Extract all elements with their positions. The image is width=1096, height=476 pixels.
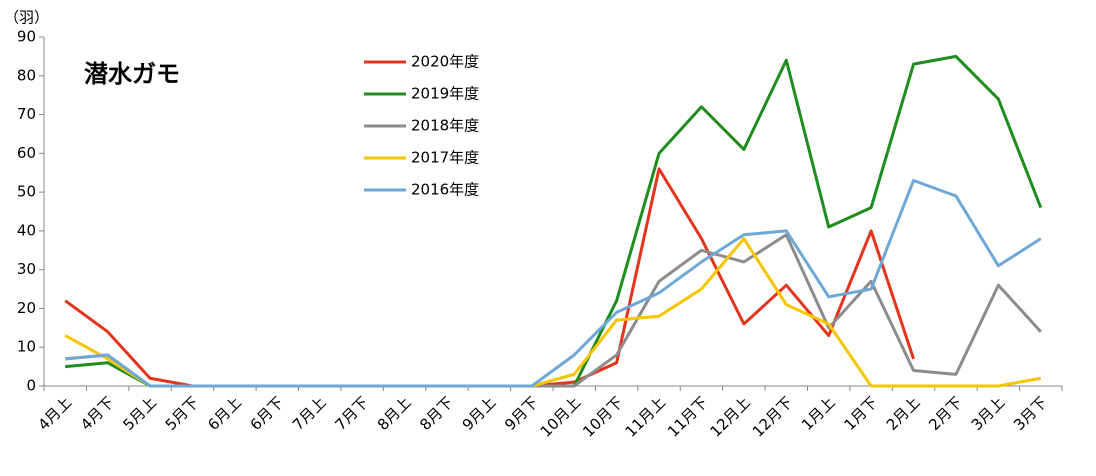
x-tick-label: 5月下 [162, 393, 203, 434]
x-tick-label: 11月上 [622, 393, 669, 440]
y-tick-label: 50 [17, 183, 36, 201]
y-tick-label: 80 [17, 66, 36, 84]
x-tick-label: 10月上 [537, 393, 584, 440]
series-line [65, 178, 1042, 388]
x-tick-label: 4月上 [35, 393, 76, 434]
x-tick-label: 7月上 [289, 393, 330, 434]
x-tick-label: 11月下 [664, 393, 711, 440]
x-tick-label: 12月上 [706, 393, 753, 440]
chart-title: 潜水ガモ [84, 60, 180, 88]
y-tick-label: 90 [17, 28, 36, 46]
x-tick-label: 4月下 [77, 393, 118, 434]
y-tick-label: 40 [17, 221, 36, 239]
series-line [65, 54, 1043, 388]
x-tick-label: 8月下 [416, 393, 457, 434]
legend-label: 2018年度 [411, 117, 479, 135]
x-tick-label: 7月下 [331, 393, 372, 434]
x-tick-label: 2月上 [883, 393, 924, 434]
x-tick-label: 12月下 [749, 393, 796, 440]
x-tick-label: 3月下 [1010, 393, 1051, 434]
x-tick-label: 5月上 [119, 393, 160, 434]
y-tick-label: 60 [17, 144, 36, 162]
series-line [64, 237, 1042, 388]
y-tick-label: 10 [17, 338, 36, 356]
y-axis-label: （羽） [4, 9, 49, 27]
x-tick-label: 1月下 [840, 393, 881, 434]
y-tick-label: 70 [17, 105, 36, 123]
series-line [64, 167, 915, 388]
x-tick-label: 2月下 [925, 393, 966, 434]
x-tick-label: 9月上 [459, 393, 500, 434]
x-tick-label: 6月下 [247, 393, 288, 434]
x-tick-label: 6月上 [204, 393, 245, 434]
x-tick-label: 1月上 [798, 393, 839, 434]
legend-label: 2020年度 [411, 53, 479, 71]
legend-label: 2016年度 [411, 181, 479, 199]
y-tick-label: 30 [17, 260, 36, 278]
legend-label: 2019年度 [411, 85, 479, 103]
y-tick-label: 0 [26, 377, 36, 395]
x-tick-label: 8月上 [374, 393, 415, 434]
series-line [65, 233, 1042, 388]
x-tick-label: 3月上 [968, 393, 1009, 434]
y-tick-label: 20 [17, 299, 36, 317]
legend-label: 2017年度 [411, 149, 479, 167]
x-tick-label: 10月下 [579, 393, 626, 440]
